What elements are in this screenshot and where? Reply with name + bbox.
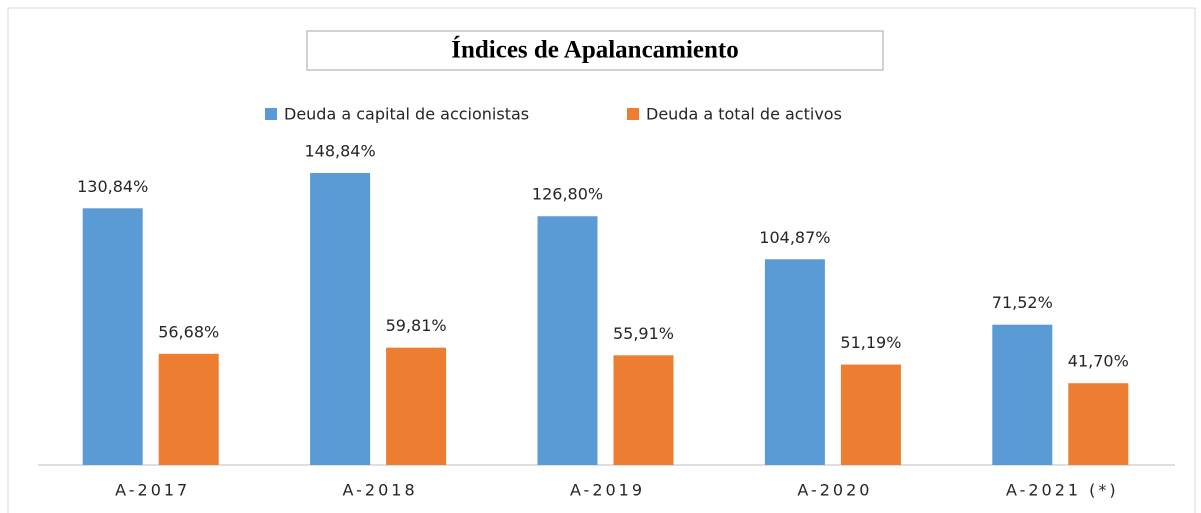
bar — [537, 216, 598, 465]
data-label: 59,81% — [386, 316, 447, 335]
bar — [386, 347, 447, 465]
data-label: 104,87% — [759, 228, 830, 247]
data-label: 130,84% — [77, 177, 148, 196]
legend-label: Deuda a total de activos — [646, 105, 842, 124]
bar — [310, 173, 371, 465]
data-label: 41,70% — [1068, 352, 1129, 371]
data-label: 56,68% — [158, 322, 219, 341]
chart-title: Índices de Apalancamiento — [451, 36, 739, 64]
x-tick-label: A-2018 — [343, 481, 418, 500]
x-tick-label: A-2017 — [115, 481, 190, 500]
bar — [1068, 383, 1129, 465]
data-label: 71,52% — [992, 293, 1053, 312]
legend-swatch — [265, 108, 277, 120]
x-tick-label: A-2020 — [797, 481, 872, 500]
legend-swatch — [627, 108, 639, 120]
data-label: 51,19% — [840, 333, 901, 352]
bar — [840, 364, 901, 465]
bar — [992, 324, 1053, 465]
data-label: 55,91% — [613, 324, 674, 343]
bar — [613, 355, 674, 465]
data-label: 148,84% — [305, 142, 376, 161]
x-tick-label: A-2021 (*) — [1006, 481, 1119, 500]
title-box — [306, 30, 884, 71]
bar — [764, 259, 825, 465]
data-label: 126,80% — [532, 185, 603, 204]
legend-label: Deuda a capital de accionistas — [284, 105, 529, 124]
bar — [158, 353, 219, 465]
bar — [82, 208, 143, 465]
chart-frame — [7, 7, 1196, 513]
x-tick-label: A-2019 — [570, 481, 645, 500]
